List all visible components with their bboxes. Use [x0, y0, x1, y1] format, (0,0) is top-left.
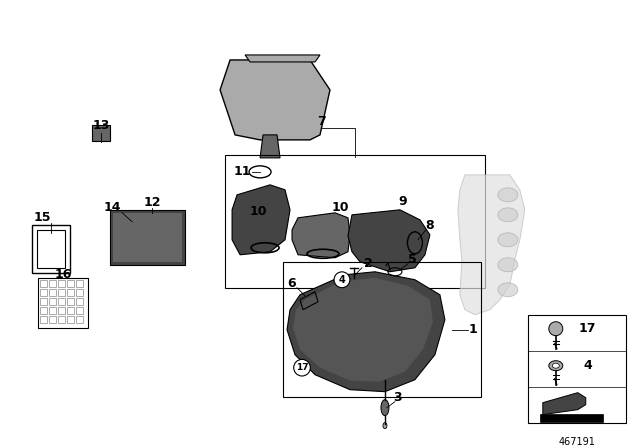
Bar: [49, 298, 56, 305]
Bar: [40, 316, 47, 323]
Bar: [76, 307, 83, 314]
Bar: [528, 315, 626, 422]
Bar: [58, 298, 65, 305]
Bar: [67, 289, 74, 296]
Polygon shape: [220, 60, 330, 140]
Bar: [225, 155, 485, 288]
Polygon shape: [232, 185, 290, 255]
Polygon shape: [260, 135, 280, 158]
Ellipse shape: [498, 188, 518, 202]
Ellipse shape: [549, 361, 563, 370]
Text: 3: 3: [394, 391, 403, 404]
Bar: [49, 307, 56, 314]
Bar: [67, 316, 74, 323]
Text: 10: 10: [250, 205, 267, 218]
Text: 4: 4: [339, 275, 346, 285]
Bar: [40, 280, 47, 287]
Text: 5: 5: [408, 253, 416, 266]
Ellipse shape: [383, 422, 387, 429]
Polygon shape: [293, 278, 433, 382]
Bar: [76, 280, 83, 287]
FancyBboxPatch shape: [92, 125, 110, 141]
Ellipse shape: [498, 283, 518, 297]
Text: 467191: 467191: [558, 437, 595, 447]
Text: 4: 4: [584, 359, 592, 372]
Bar: [58, 316, 65, 323]
FancyBboxPatch shape: [113, 213, 182, 262]
Text: 8: 8: [426, 220, 434, 233]
Bar: [40, 307, 47, 314]
Polygon shape: [287, 272, 445, 392]
Ellipse shape: [381, 400, 389, 416]
Bar: [58, 307, 65, 314]
Bar: [76, 316, 83, 323]
Bar: [38, 278, 88, 328]
Bar: [76, 298, 83, 305]
Polygon shape: [458, 175, 525, 315]
Text: 9: 9: [399, 195, 407, 208]
Polygon shape: [292, 213, 350, 258]
Bar: [67, 298, 74, 305]
Text: 6: 6: [288, 277, 296, 290]
Text: 10: 10: [332, 201, 349, 214]
Text: 2: 2: [364, 257, 372, 270]
Bar: [40, 298, 47, 305]
Polygon shape: [540, 414, 603, 422]
Ellipse shape: [498, 208, 518, 222]
Bar: [32, 225, 70, 273]
Polygon shape: [245, 55, 320, 62]
Polygon shape: [543, 392, 586, 415]
Text: 11: 11: [234, 165, 251, 178]
Bar: [67, 307, 74, 314]
Text: 1: 1: [468, 323, 477, 336]
Ellipse shape: [498, 233, 518, 247]
Text: 15: 15: [33, 211, 51, 224]
Text: 7: 7: [317, 116, 326, 129]
Bar: [58, 289, 65, 296]
Polygon shape: [348, 210, 430, 272]
Text: 13: 13: [93, 120, 110, 133]
Ellipse shape: [552, 363, 559, 368]
Ellipse shape: [498, 258, 518, 272]
Bar: [49, 280, 56, 287]
FancyBboxPatch shape: [110, 210, 185, 265]
Bar: [49, 316, 56, 323]
Bar: [76, 289, 83, 296]
Text: 16: 16: [54, 268, 72, 281]
Bar: [283, 262, 481, 396]
Text: 17: 17: [579, 322, 596, 335]
Bar: [58, 280, 65, 287]
Bar: [49, 289, 56, 296]
Bar: [37, 230, 65, 268]
Bar: [67, 280, 74, 287]
Text: 14: 14: [104, 201, 121, 214]
Ellipse shape: [549, 322, 563, 336]
Text: 12: 12: [143, 196, 161, 209]
Text: 17: 17: [296, 363, 308, 372]
Bar: [40, 289, 47, 296]
